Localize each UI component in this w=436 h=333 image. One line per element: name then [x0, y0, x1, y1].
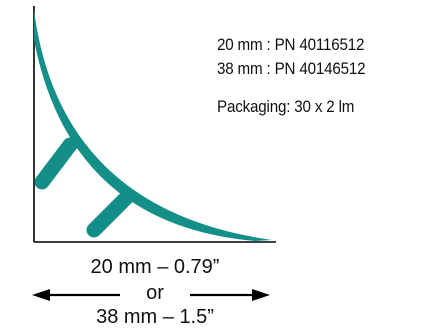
spec-line-38mm: 38 mm : PN 40146512: [217, 60, 366, 78]
packaging-text: Packaging: 30 x 2 lm: [217, 98, 355, 116]
dimension-20mm: 20 mm – 0.79”: [90, 256, 220, 278]
right-arrow-head: [252, 289, 270, 301]
dimension-38mm: 38 mm – 1.5”: [96, 306, 214, 328]
left-arrow-head: [32, 289, 50, 301]
spec-line-20mm: 20 mm : PN 40116512: [217, 36, 365, 54]
upper-leg: [34, 137, 78, 190]
lower-leg: [86, 190, 134, 238]
dimension-or: or: [146, 282, 164, 304]
